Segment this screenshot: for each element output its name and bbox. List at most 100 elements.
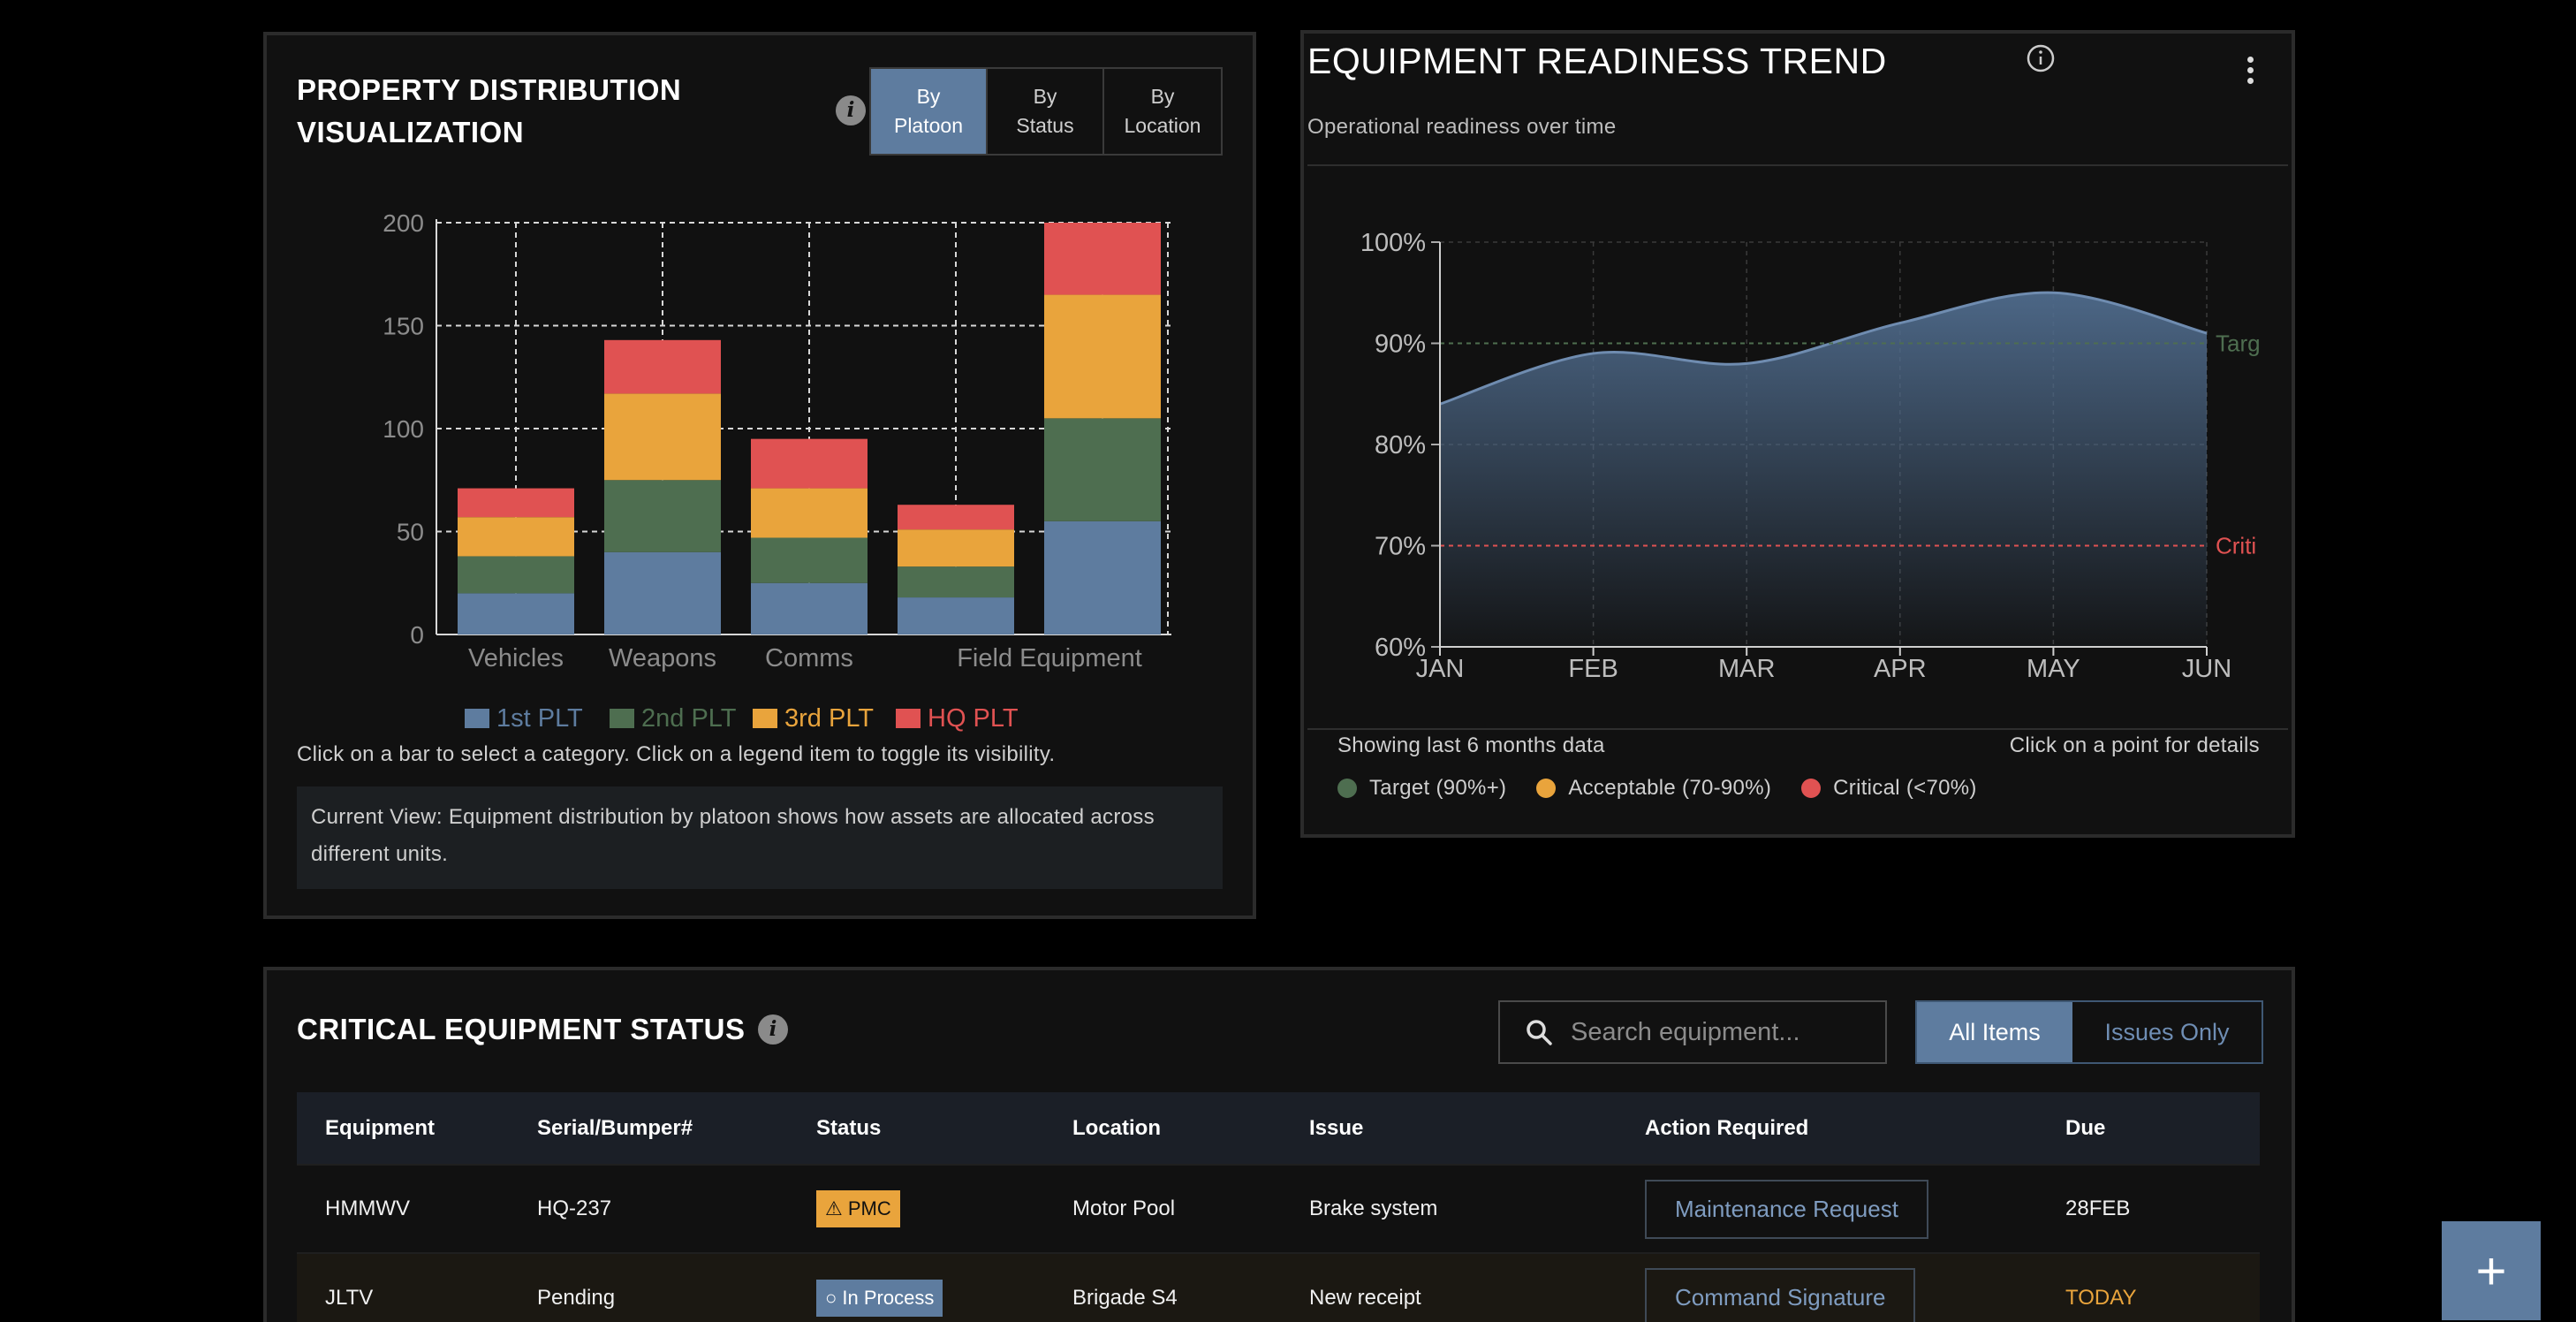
cell-serial: Pending: [509, 1253, 788, 1322]
status-badge: ⚠ PMC: [816, 1190, 900, 1227]
column-header[interactable]: Due: [2037, 1092, 2260, 1165]
x-tick-label: Comms: [765, 644, 853, 672]
x-tick-label: Weapons: [609, 644, 716, 672]
legend-dot: [1337, 779, 1357, 798]
search-input[interactable]: [1571, 1018, 1871, 1047]
command-signature-button[interactable]: Command Signature: [1645, 1268, 1915, 1322]
bar-segment: [898, 529, 1014, 566]
y-tick-label: 200: [383, 209, 424, 237]
legend-label: HQ PLT: [928, 704, 1019, 733]
bar-segment: [751, 489, 868, 538]
bar-segment: [604, 480, 721, 552]
info-icon[interactable]: i: [836, 95, 866, 125]
bar-segment: [458, 489, 574, 518]
cell-status: ⚠ PMC: [788, 1165, 1044, 1253]
table-row[interactable]: JLTV Pending ○ In Process Brigade S4 New…: [297, 1253, 2260, 1322]
property-panel-title: PROPERTY DISTRIBUTION VISUALIZATION: [297, 69, 756, 154]
equipment-table: Equipment Serial/Bumper# Status Location…: [297, 1092, 2260, 1322]
legend-label: 3rd PLT: [784, 704, 874, 733]
cell-issue: New receipt: [1281, 1253, 1617, 1322]
x-tick-label: JAN: [1416, 655, 1465, 683]
legend-swatch: [753, 709, 777, 728]
bar-segment: [458, 556, 574, 593]
x-tick-label: APR: [1874, 655, 1927, 683]
filter-issues-only-button[interactable]: Issues Only: [2072, 1002, 2262, 1062]
bar-segment: [1044, 521, 1161, 634]
legend-label: Critical (<70%): [1833, 776, 1977, 801]
column-header[interactable]: Action Required: [1617, 1092, 2037, 1165]
trend-footer-hint: Click on a point for details: [2010, 733, 2260, 758]
x-tick-label: FEB: [1568, 655, 1618, 683]
legend-item: 1st PLT: [465, 704, 583, 733]
trend-footer-range: Showing last 6 months data: [1337, 733, 1605, 758]
bar-segment: [458, 593, 574, 634]
readiness-trend-panel: EQUIPMENT READINESS TREND Operational re…: [1300, 30, 2295, 838]
bar-segment: [458, 517, 574, 556]
legend-item: HQ PLT: [896, 704, 1019, 733]
legend-swatch: [896, 709, 921, 728]
bar-segment: [751, 537, 868, 582]
column-header[interactable]: Equipment: [297, 1092, 509, 1165]
add-button[interactable]: +: [2442, 1221, 2541, 1320]
bar-segment: [898, 505, 1014, 529]
segment-by-location[interactable]: By Location: [1104, 69, 1221, 154]
legend-dot: [1536, 779, 1556, 798]
cell-location: Brigade S4: [1044, 1253, 1281, 1322]
column-header[interactable]: Status: [788, 1092, 1044, 1165]
cell-equipment: HMMWV: [297, 1165, 509, 1253]
property-distribution-panel: PROPERTY DISTRIBUTION VISUALIZATION i By…: [263, 32, 1256, 919]
legend-label: 2nd PLT: [641, 704, 737, 733]
maintenance-request-button[interactable]: Maintenance Request: [1645, 1180, 1928, 1239]
legend-item: 3rd PLT: [753, 704, 874, 733]
x-tick-label: Vehicles: [468, 644, 564, 672]
divider: [1307, 728, 2288, 730]
cell-due: TODAY: [2037, 1253, 2260, 1322]
search-icon: [1525, 1018, 1553, 1046]
table-row[interactable]: HMMWV HQ-237 ⚠ PMC Motor Pool Brake syst…: [297, 1165, 2260, 1253]
bar-segment: [751, 439, 868, 489]
property-bar-chart: 0 50 100 150 200 Vehicles Weapons Comms Field Eq…: [267, 168, 1256, 733]
legend-swatch: [465, 709, 489, 728]
bar-segment: [604, 552, 721, 634]
cell-issue: Brake system: [1281, 1165, 1617, 1253]
status-panel-title: CRITICAL EQUIPMENT STATUS: [297, 1013, 746, 1046]
cell-equipment: JLTV: [297, 1253, 509, 1322]
bar-segment: [604, 340, 721, 394]
bar-segment: [751, 583, 868, 634]
trend-legend: Target (90%+) Acceptable (70-90%) Critic…: [1337, 776, 1977, 801]
legend-label: 1st PLT: [496, 704, 583, 733]
legend-dot: [1801, 779, 1821, 798]
status-filter-toggle: All Items Issues Only: [1915, 1000, 2263, 1064]
cell-serial: HQ-237: [509, 1165, 788, 1253]
y-tick-label: 90%: [1375, 330, 1426, 359]
y-tick-label: 80%: [1375, 431, 1426, 460]
property-help-text: Click on a bar to select a category. Cli…: [297, 742, 1055, 767]
bar-segment: [1044, 295, 1161, 419]
y-tick-label: 100: [383, 415, 424, 443]
cell-due: 28FEB: [2037, 1165, 2260, 1253]
bar-segment: [1044, 223, 1161, 295]
column-header[interactable]: Serial/Bumper#: [509, 1092, 788, 1165]
bar-segment: [604, 393, 721, 480]
x-tick-label: MAY: [2027, 655, 2080, 683]
filter-all-items-button[interactable]: All Items: [1917, 1002, 2072, 1062]
cell-location: Motor Pool: [1044, 1165, 1281, 1253]
bar-segment: [898, 566, 1014, 597]
critical-equipment-panel: CRITICAL EQUIPMENT STATUS i All Items Is…: [263, 967, 2295, 1322]
segment-by-status[interactable]: By Status: [988, 69, 1104, 154]
legend-label: Acceptable (70-90%): [1568, 776, 1771, 801]
column-header[interactable]: Location: [1044, 1092, 1281, 1165]
critical-line-label: Criti: [2216, 533, 2256, 559]
legend-acceptable: Acceptable (70-90%): [1536, 776, 1771, 801]
legend-critical: Critical (<70%): [1801, 776, 1977, 801]
y-tick-label: 100%: [1360, 229, 1426, 257]
y-tick-label: 70%: [1375, 533, 1426, 561]
column-header[interactable]: Issue: [1281, 1092, 1617, 1165]
info-icon[interactable]: i: [758, 1014, 788, 1045]
segment-by-platoon[interactable]: By Platoon: [871, 69, 988, 154]
x-tick-label: MAR: [1718, 655, 1775, 683]
x-tick-label: Field Equipment: [957, 644, 1142, 672]
view-segment-control: By Platoon By Status By Location: [869, 67, 1223, 156]
cell-status: ○ In Process: [788, 1253, 1044, 1322]
readiness-area-chart: 60%70%80%90%100%TargCritiJAN FEB MAR APR MAY…: [1304, 34, 2292, 728]
